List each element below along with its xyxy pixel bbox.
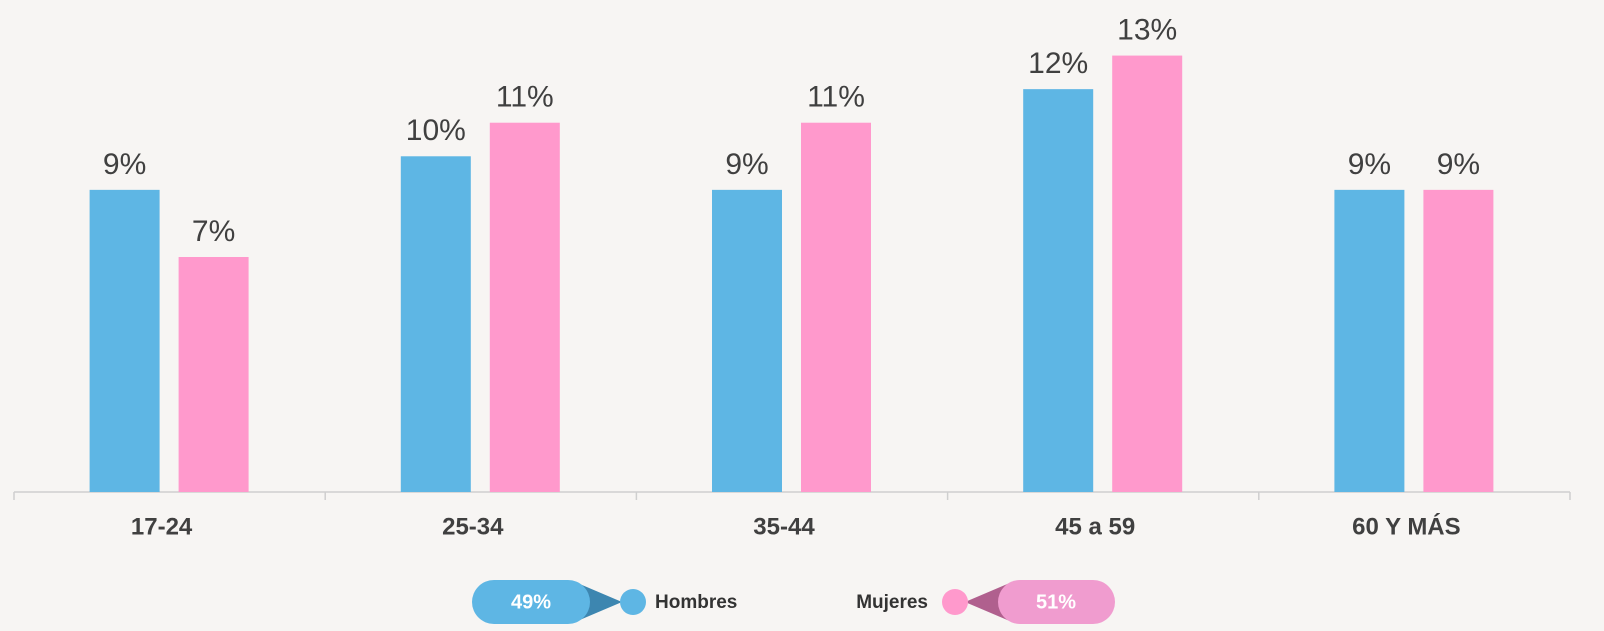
legend-label: Hombres [655,592,737,613]
x-tick-label: 60 Y MÁS [1352,512,1461,540]
bar [1334,189,1405,492]
value-label: 11% [496,81,554,114]
bar [178,257,249,492]
bar [400,156,471,493]
legend-total: 51% [1036,591,1076,613]
legend-badge [998,580,1115,624]
bar [489,122,560,492]
bar [89,189,160,492]
value-label: 12% [1028,47,1088,80]
legend-arrow [965,582,1012,622]
x-tick-label: 17-24 [131,513,193,540]
legend-badge [472,580,590,624]
value-label: 9% [1348,148,1391,181]
bar [1023,89,1094,493]
x-tick-label: 25-34 [442,513,504,540]
legend-swatch [942,589,968,615]
value-label: 9% [103,148,146,181]
value-label: 11% [807,81,865,114]
bar [1423,189,1494,492]
value-label: 9% [725,148,768,181]
bar [1112,55,1183,492]
legend-total: 49% [511,591,551,613]
bar [712,189,782,492]
legend-swatch [620,589,646,615]
value-label: 10% [406,114,466,147]
bar [801,122,871,492]
value-label: 7% [192,215,235,248]
legend-label: Mujeres [856,592,928,613]
value-label: 9% [1437,148,1480,181]
value-label: 13% [1117,13,1177,46]
x-tick-label: 45 a 59 [1055,513,1135,540]
x-tick-label: 35-44 [753,513,815,540]
